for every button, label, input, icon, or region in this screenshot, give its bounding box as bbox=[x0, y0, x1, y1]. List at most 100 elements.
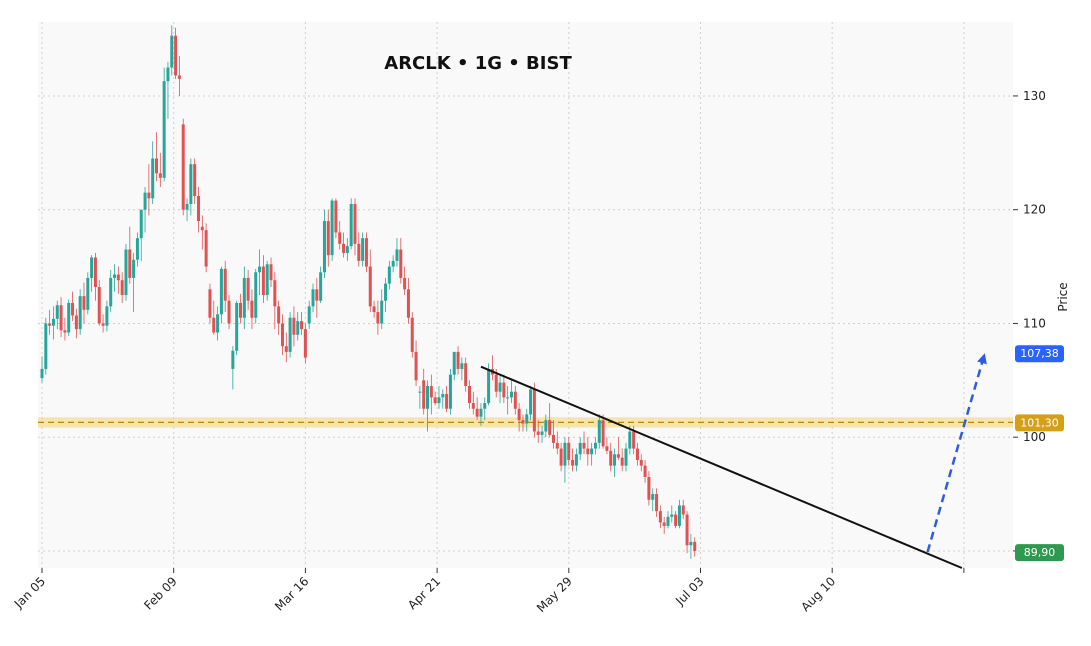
price-badge-label: 107,38 bbox=[1020, 347, 1059, 360]
candle-body bbox=[162, 81, 166, 178]
candle-body bbox=[334, 200, 338, 233]
trend-line bbox=[480, 365, 963, 569]
candle-body bbox=[536, 431, 540, 435]
candle-body bbox=[63, 330, 67, 333]
candle-body bbox=[101, 323, 105, 326]
candle-body bbox=[605, 446, 609, 451]
candle-body bbox=[590, 448, 594, 455]
candle-body bbox=[280, 323, 284, 347]
candle-body bbox=[479, 408, 483, 417]
candle-body bbox=[433, 397, 437, 404]
projection-arrow-line bbox=[926, 352, 987, 553]
candle-body bbox=[307, 306, 311, 324]
candle-body bbox=[254, 272, 258, 318]
candle-body bbox=[429, 386, 433, 398]
candle-body bbox=[662, 522, 666, 526]
candle-body bbox=[82, 296, 86, 310]
candle-body bbox=[151, 158, 155, 199]
candle-body bbox=[174, 35, 178, 76]
candle-body bbox=[212, 317, 216, 333]
candle-body bbox=[143, 192, 147, 210]
candle-body bbox=[414, 351, 418, 381]
y-axis-label: Price bbox=[1056, 282, 1070, 311]
candle-body bbox=[338, 232, 342, 244]
candle-body bbox=[613, 454, 617, 466]
candle-body bbox=[498, 382, 502, 392]
candle-body bbox=[639, 459, 643, 466]
candle-body bbox=[387, 266, 391, 284]
candle-body bbox=[445, 393, 449, 409]
y-axis: 90100110120130 bbox=[1013, 89, 1046, 558]
x-tick-label: Mar 16 bbox=[272, 574, 311, 613]
y-tick-label: 110 bbox=[1023, 316, 1046, 330]
chart-title: ARCLK • 1G • BIST bbox=[384, 53, 572, 74]
candle-body bbox=[506, 397, 510, 399]
candle-body bbox=[116, 274, 120, 281]
candle-body bbox=[643, 465, 647, 477]
candle-body bbox=[269, 264, 273, 281]
candle-body bbox=[597, 420, 601, 443]
candle-body bbox=[326, 221, 330, 256]
candle-body bbox=[155, 158, 159, 174]
candle-body bbox=[86, 277, 90, 310]
candle-body bbox=[655, 494, 659, 512]
candle-body bbox=[55, 305, 59, 319]
candle-body bbox=[231, 350, 235, 369]
candle-body bbox=[689, 541, 693, 546]
candle-body bbox=[258, 266, 262, 273]
candle-body bbox=[582, 442, 586, 449]
candle-body bbox=[170, 35, 174, 68]
candle-body bbox=[651, 494, 655, 500]
projection-arrow-head bbox=[977, 353, 987, 365]
candle-body bbox=[609, 450, 613, 466]
candle-body bbox=[521, 420, 525, 424]
candle-body bbox=[464, 363, 468, 386]
candle-body bbox=[242, 277, 246, 318]
candle-body bbox=[448, 374, 452, 409]
candle-body bbox=[273, 280, 277, 307]
candle-body bbox=[616, 454, 620, 458]
candle-body bbox=[189, 164, 193, 204]
x-tick-label: Jul 03 bbox=[672, 574, 706, 608]
candle-body bbox=[166, 67, 170, 82]
candle-body bbox=[71, 302, 75, 316]
x-tick-label: Feb 09 bbox=[141, 574, 179, 612]
candle-body bbox=[177, 75, 181, 79]
candle-body bbox=[349, 204, 353, 247]
candle-body bbox=[364, 238, 368, 267]
candle-body bbox=[681, 505, 685, 515]
candle-body bbox=[403, 277, 407, 290]
candle-body bbox=[147, 192, 151, 199]
candle-body bbox=[571, 459, 575, 466]
candle-body bbox=[441, 393, 445, 398]
candle-body bbox=[666, 516, 670, 526]
candle-body bbox=[658, 511, 662, 523]
candle-body bbox=[132, 259, 136, 278]
candle-body bbox=[59, 305, 63, 331]
candle-body bbox=[265, 264, 269, 295]
candle-body bbox=[406, 289, 410, 318]
y-tick-label: 100 bbox=[1023, 430, 1046, 444]
candles bbox=[40, 25, 697, 559]
candle-body bbox=[78, 296, 82, 330]
candle-body bbox=[219, 268, 223, 315]
candle-body bbox=[563, 442, 567, 466]
candle-body bbox=[670, 514, 674, 517]
candle-body bbox=[384, 283, 388, 301]
candle-body bbox=[426, 386, 430, 409]
candle-body bbox=[261, 266, 265, 295]
candle-body bbox=[494, 374, 498, 392]
candle-body bbox=[620, 457, 624, 466]
candle-body bbox=[487, 368, 491, 404]
candle-body bbox=[399, 249, 403, 278]
candle-body bbox=[567, 442, 571, 460]
candle-body bbox=[685, 514, 689, 546]
candle-body bbox=[555, 442, 559, 449]
candle-body bbox=[345, 246, 349, 253]
candle-body bbox=[376, 312, 380, 324]
candle-body bbox=[128, 249, 132, 278]
candle-body bbox=[677, 505, 681, 526]
candle-body bbox=[628, 431, 632, 449]
candle-body bbox=[120, 280, 124, 295]
candle-body bbox=[475, 408, 479, 417]
